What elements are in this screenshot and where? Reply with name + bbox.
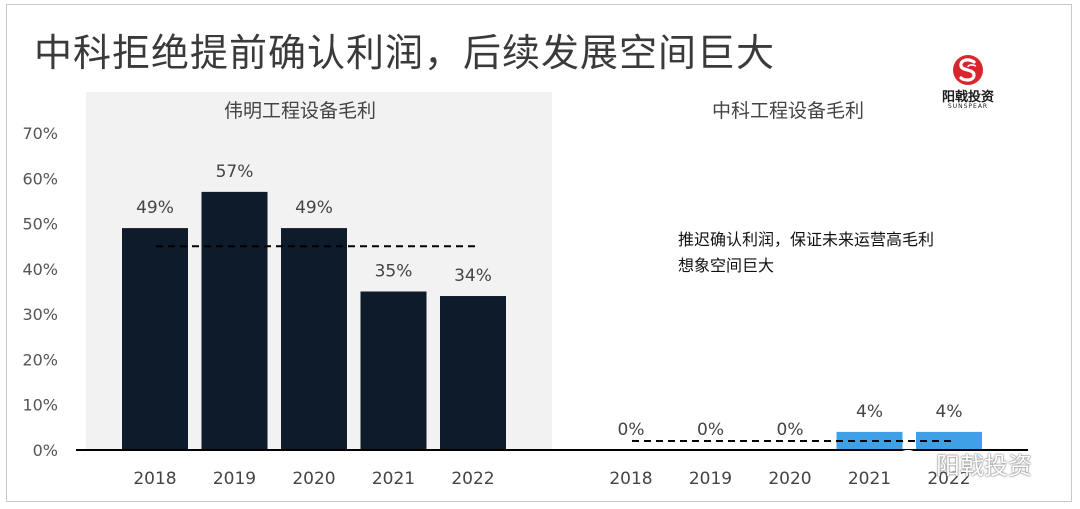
x-tick-label: 2022 bbox=[927, 469, 970, 489]
data-label: 4% bbox=[856, 402, 883, 422]
x-tick-label: 2019 bbox=[689, 469, 732, 489]
bar bbox=[836, 431, 903, 450]
y-tick-label: 10% bbox=[22, 396, 58, 415]
data-label: 4% bbox=[936, 402, 963, 422]
bar bbox=[281, 228, 347, 450]
x-tick-label: 2021 bbox=[848, 469, 891, 489]
x-tick-label: 2021 bbox=[372, 469, 415, 489]
annotation-line-1: 推迟确认利润，保证未来运营高毛利 bbox=[678, 230, 934, 249]
y-tick-label: 30% bbox=[22, 305, 58, 324]
y-tick-label: 20% bbox=[22, 350, 58, 369]
bar bbox=[360, 291, 427, 450]
sunspear-logo-icon bbox=[953, 55, 983, 85]
panel-title: 中科工程设备毛利 bbox=[712, 100, 864, 122]
x-tick-label: 2022 bbox=[451, 469, 494, 489]
data-label: 35% bbox=[375, 262, 413, 282]
wechat-icon bbox=[895, 450, 930, 476]
logo-subtext: SUNSPEAR bbox=[947, 103, 989, 110]
panel-title: 伟明工程设备毛利 bbox=[224, 100, 376, 122]
logo-text: 阳戟投资 bbox=[941, 90, 994, 105]
data-label: 34% bbox=[454, 266, 492, 286]
data-label: 49% bbox=[136, 198, 174, 218]
y-tick-label: 50% bbox=[22, 215, 58, 234]
x-tick-label: 2020 bbox=[292, 469, 335, 489]
x-tick-label: 2019 bbox=[213, 469, 256, 489]
x-tick-label: 2018 bbox=[609, 469, 652, 489]
x-tick-label: 2020 bbox=[768, 469, 811, 489]
bar bbox=[122, 228, 188, 450]
data-label: 49% bbox=[295, 198, 333, 218]
data-label: 0% bbox=[618, 420, 645, 440]
watermark-text: 阳戟投资 bbox=[936, 452, 1032, 480]
bar bbox=[440, 296, 506, 450]
x-tick-label: 2018 bbox=[133, 469, 176, 489]
bar bbox=[201, 191, 268, 450]
y-tick-label: 0% bbox=[33, 441, 58, 460]
page-title: 中科拒绝提前确认利润，后续发展空间巨大 bbox=[34, 31, 776, 75]
y-tick-label: 70% bbox=[22, 124, 58, 143]
data-label: 0% bbox=[697, 420, 724, 440]
data-label: 57% bbox=[216, 162, 254, 182]
data-label: 0% bbox=[777, 420, 804, 440]
y-tick-label: 60% bbox=[22, 169, 58, 188]
annotation-line-2: 想象空间巨大 bbox=[678, 256, 774, 275]
y-tick-label: 40% bbox=[22, 260, 58, 279]
